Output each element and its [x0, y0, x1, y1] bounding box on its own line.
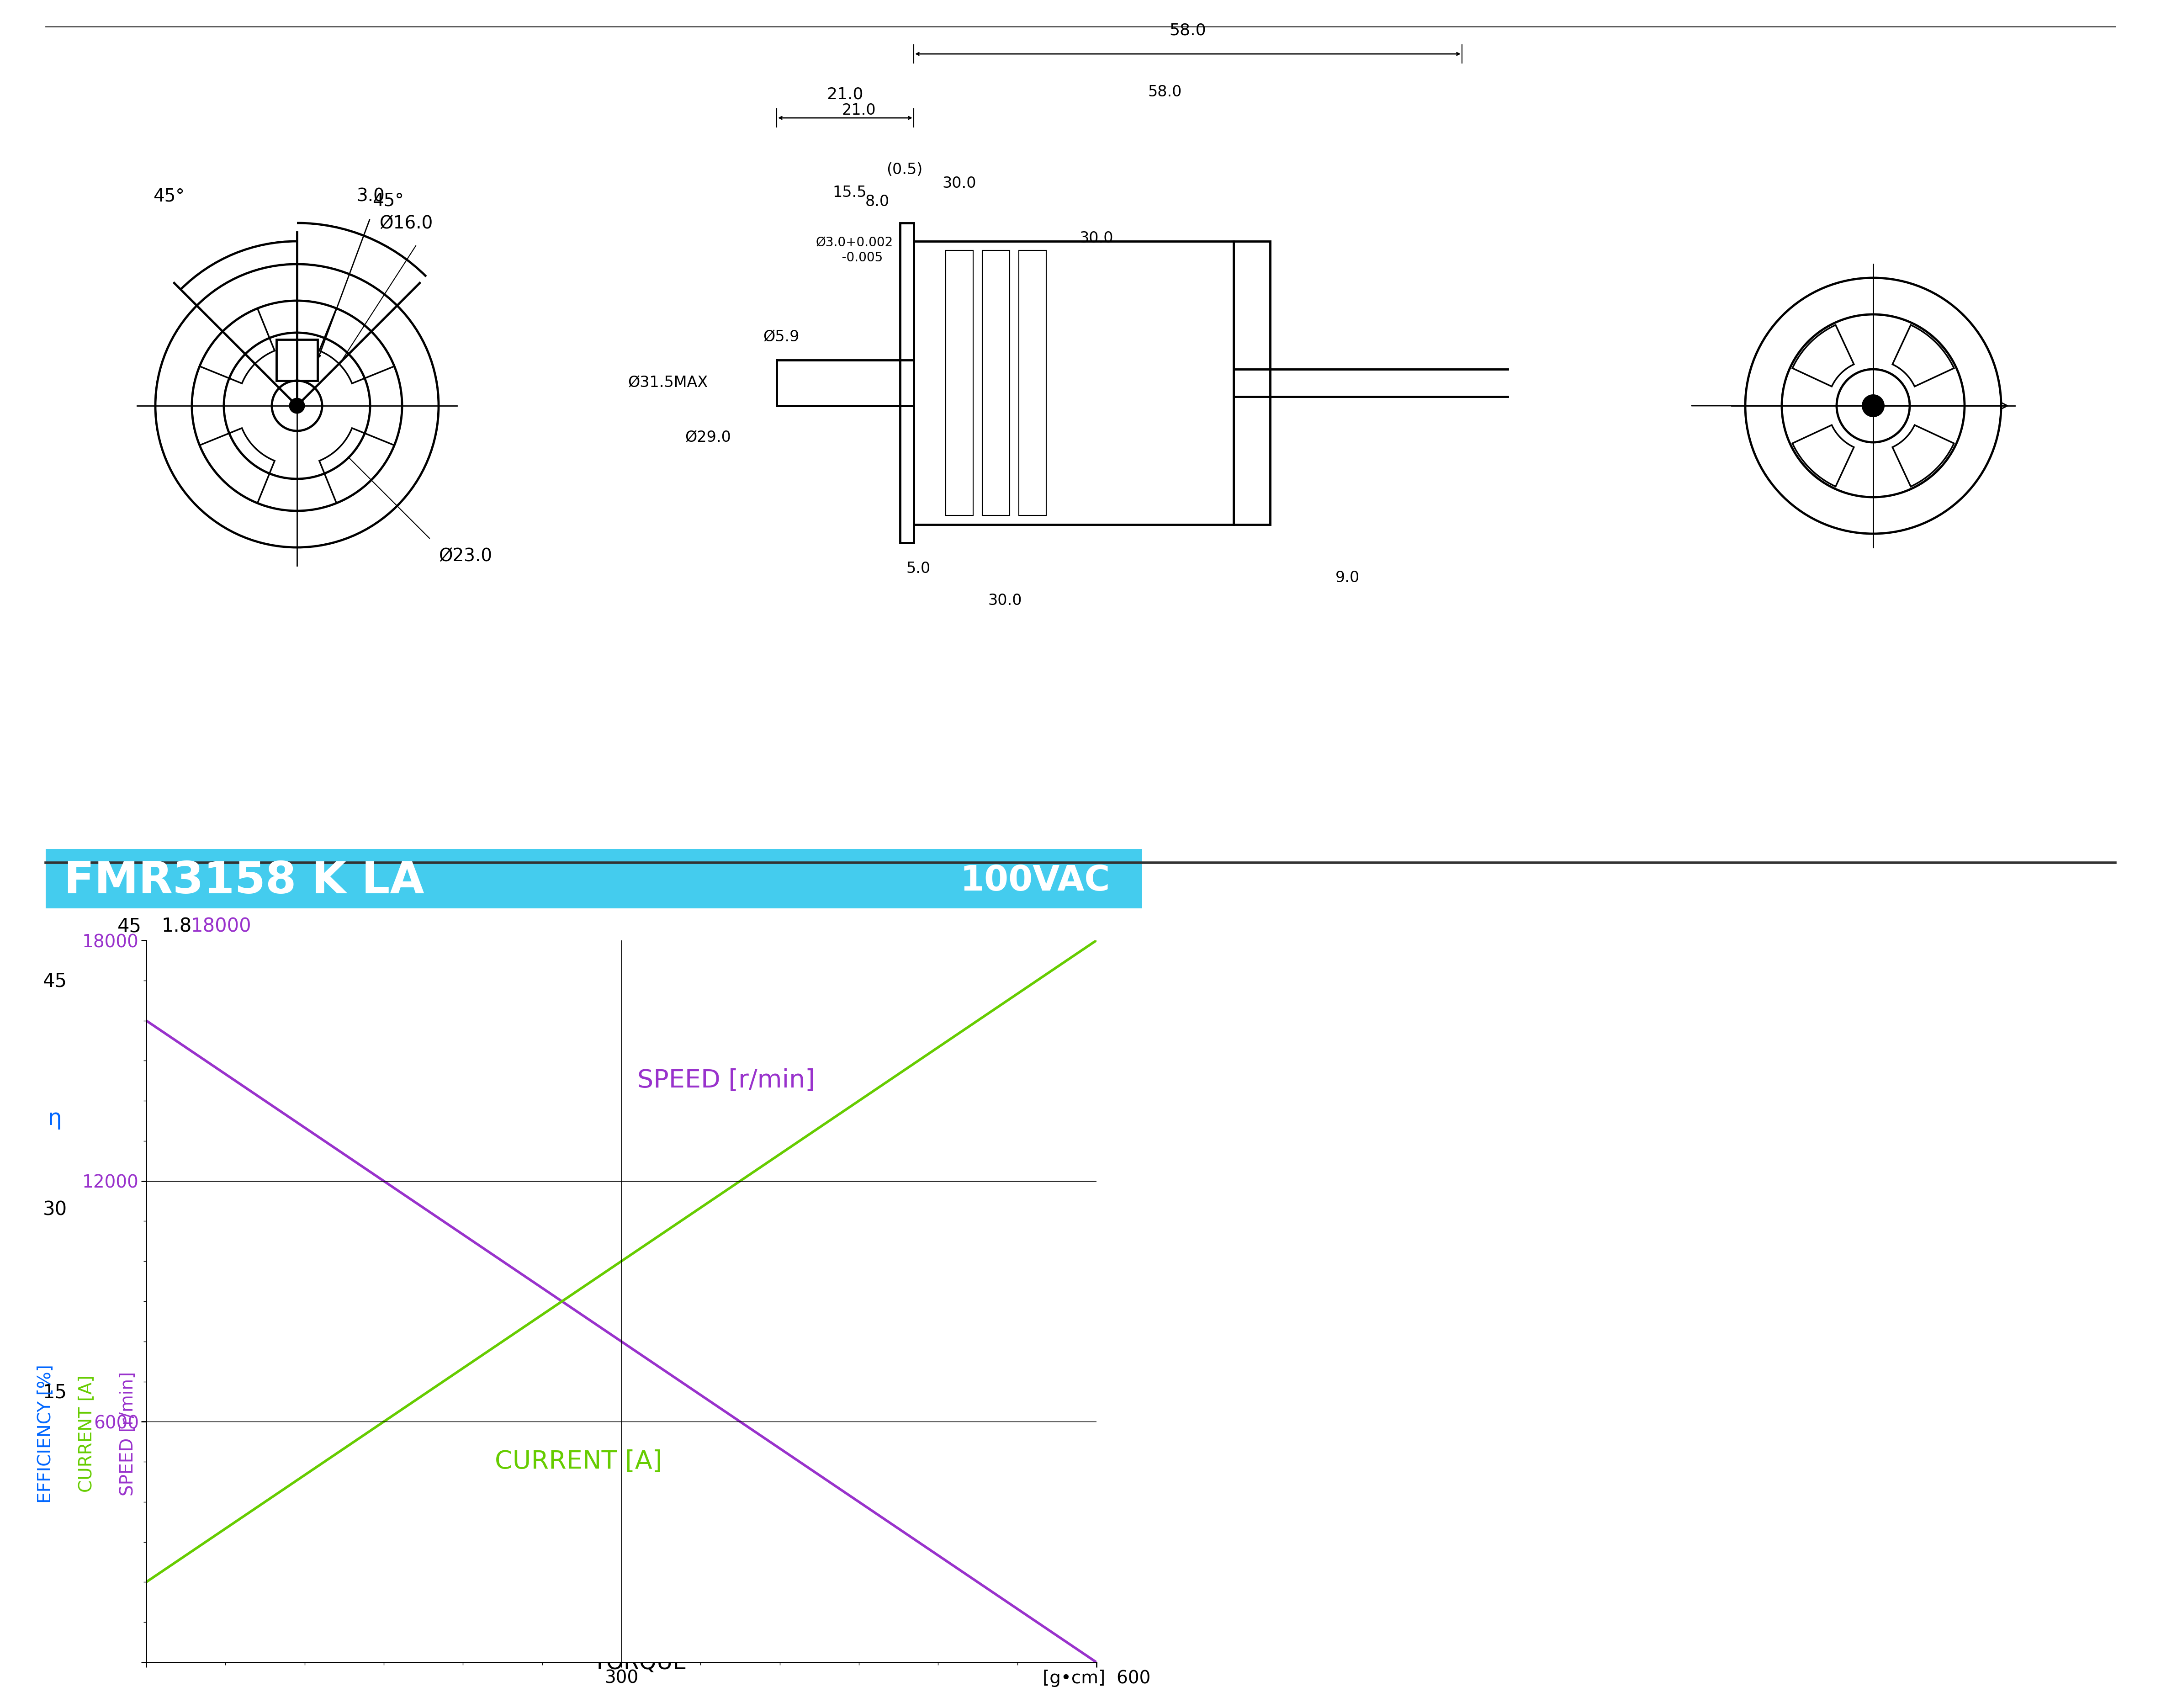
Text: 18000: 18000	[190, 917, 251, 936]
Bar	[914, 241, 1234, 524]
Text: 30: 30	[43, 1201, 67, 1220]
Text: 15.5: 15.5	[832, 184, 867, 200]
Text: 45°: 45°	[153, 188, 186, 205]
Bar	[899, 224, 914, 543]
Text: 45°: 45°	[372, 191, 404, 210]
Text: 58.0: 58.0	[1147, 84, 1182, 99]
Bar	[947, 251, 972, 516]
Text: 45: 45	[117, 917, 143, 936]
Text: (0.5): (0.5)	[886, 162, 923, 178]
Text: 58.0: 58.0	[1169, 22, 1206, 38]
Text: 100VAC: 100VAC	[959, 864, 1111, 898]
Circle shape	[1863, 395, 1884, 417]
Text: SPEED [r/min]: SPEED [r/min]	[637, 1069, 815, 1093]
Text: 30.0: 30.0	[942, 176, 977, 191]
Text: EFFICIENCY [%]: EFFICIENCY [%]	[37, 1365, 54, 1503]
Text: CURRENT [A]: CURRENT [A]	[78, 1375, 95, 1493]
Text: 30.0: 30.0	[1080, 231, 1113, 246]
Text: FMR3158 K LA: FMR3158 K LA	[65, 859, 424, 902]
Bar	[1234, 241, 1271, 524]
Text: 21.0: 21.0	[828, 87, 864, 102]
Text: TORQUE: TORQUE	[592, 1652, 687, 1674]
Bar	[983, 251, 1009, 516]
Circle shape	[290, 400, 305, 413]
Bar	[277, 340, 318, 381]
Text: η: η	[48, 1107, 63, 1129]
Text: Ø29.0: Ø29.0	[685, 430, 730, 446]
Text: Ø5.9: Ø5.9	[763, 330, 800, 345]
Text: Ø3.0+0.002
    -0.005: Ø3.0+0.002 -0.005	[815, 236, 892, 265]
Text: 9.0: 9.0	[1335, 570, 1359, 586]
Text: 8.0: 8.0	[864, 195, 890, 210]
Text: 21.0: 21.0	[843, 102, 875, 118]
Text: 30.0: 30.0	[988, 593, 1022, 608]
Text: 45: 45	[43, 972, 67, 991]
Text: CURRENT [A]: CURRENT [A]	[495, 1450, 661, 1474]
Bar	[1018, 251, 1046, 516]
Text: 3.0: 3.0	[357, 188, 385, 205]
Text: Ø16.0: Ø16.0	[378, 215, 432, 232]
Text: 15: 15	[43, 1383, 67, 1402]
Bar	[45, 849, 1143, 909]
Text: 1.8: 1.8	[162, 917, 192, 936]
Text: SPEED [r/min]: SPEED [r/min]	[119, 1372, 136, 1496]
Text: 5.0: 5.0	[905, 562, 931, 576]
Text: Ø23.0: Ø23.0	[439, 547, 493, 565]
Text: Ø31.5MAX: Ø31.5MAX	[629, 376, 709, 391]
